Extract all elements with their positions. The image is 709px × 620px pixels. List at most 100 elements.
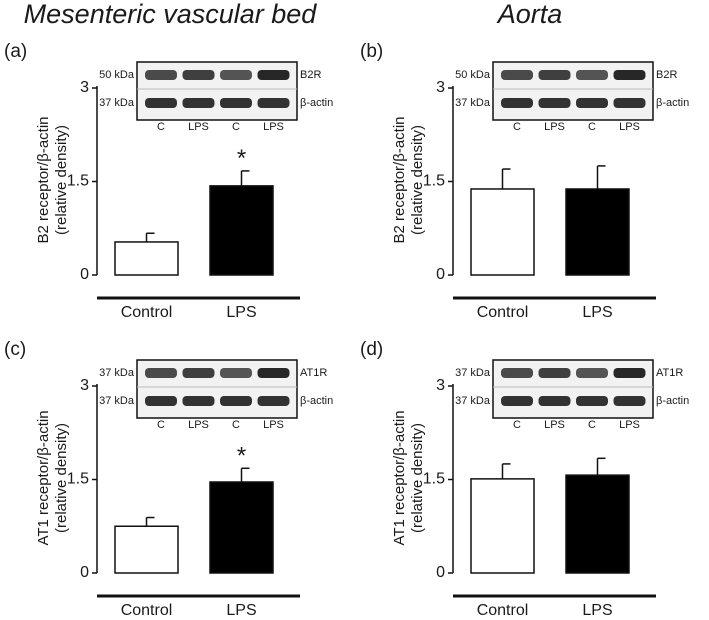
y-tick-label: 1.5 — [67, 173, 89, 190]
blot-band — [501, 396, 533, 406]
bar — [470, 478, 535, 574]
x-tick-label: Control — [121, 602, 173, 619]
blot-band — [182, 396, 215, 406]
blot-lane-label: C — [157, 419, 165, 431]
blot-band — [220, 70, 252, 80]
blot-band — [613, 98, 646, 108]
y-tick-label: 3 — [436, 79, 445, 96]
blot-band — [220, 396, 252, 406]
blot-row-label: β-actin — [656, 97, 689, 109]
blot-band — [613, 368, 646, 378]
blot-lane-label: LPS — [619, 419, 640, 431]
panel-label: (b) — [360, 41, 383, 62]
blot-band — [145, 98, 177, 108]
y-axis-label: AT1 receptor/β-actin — [391, 410, 408, 545]
blot-size-label: 50 kDa — [455, 69, 491, 81]
y-tick-label: 3 — [436, 377, 445, 394]
blot-band — [145, 368, 177, 378]
blot-lane-label: LPS — [619, 121, 640, 133]
blot-size-label: 37 kDa — [99, 395, 135, 407]
y-tick-label: 0 — [80, 266, 89, 283]
blot-size-label: 37 kDa — [99, 367, 135, 379]
blot-lane-label: C — [232, 419, 240, 431]
blot-band — [538, 396, 571, 406]
x-tick-label: Control — [477, 602, 529, 619]
blot-band — [576, 70, 608, 80]
significance-mark: * — [237, 443, 246, 470]
blot-band — [220, 368, 252, 378]
blot-lane-label: LPS — [544, 121, 565, 133]
blot-band — [145, 70, 177, 80]
blot-band — [613, 70, 646, 80]
blot-lane-label: LPS — [263, 419, 284, 431]
y-tick-label: 1.5 — [423, 173, 445, 190]
column-title: Mesenteric vascular bed — [24, 0, 318, 29]
blot-band — [257, 368, 290, 378]
column-title: Aorta — [496, 0, 563, 29]
y-axis-label: (relative density) — [53, 423, 70, 533]
blot-lane-label: C — [157, 121, 165, 133]
blot-band — [538, 98, 571, 108]
blot-lane-label: C — [513, 121, 521, 133]
x-tick-label: LPS — [582, 304, 612, 321]
blot-lane-label: LPS — [263, 121, 284, 133]
blot-band — [576, 98, 608, 108]
bar — [114, 241, 179, 276]
blot-size-label: 37 kDa — [455, 97, 491, 109]
panel-label: (c) — [4, 339, 26, 360]
y-tick-label: 3 — [80, 377, 89, 394]
blot-lane-label: LPS — [188, 121, 209, 133]
y-axis-label: (relative density) — [409, 125, 426, 235]
blot-lane-label: C — [588, 419, 596, 431]
x-tick-label: Control — [477, 304, 529, 321]
y-axis-label: (relative density) — [409, 423, 426, 533]
blot-row-label: β-actin — [300, 97, 333, 109]
bar — [209, 481, 274, 574]
blot-row-label: β-actin — [656, 395, 689, 407]
x-tick-label: LPS — [226, 602, 256, 619]
blot-lane-label: C — [232, 121, 240, 133]
panel-label: (a) — [4, 41, 27, 62]
blot-band — [220, 98, 252, 108]
blot-band — [576, 396, 608, 406]
y-tick-label: 0 — [436, 266, 445, 283]
blot-band — [145, 396, 177, 406]
blot-lane-label: C — [588, 121, 596, 133]
y-axis-label: AT1 receptor/β-actin — [35, 410, 52, 545]
blot-band — [501, 70, 533, 80]
blot-row-label: β-actin — [300, 395, 333, 407]
blot-lane-label: C — [513, 419, 521, 431]
blot-band — [501, 368, 533, 378]
x-tick-label: LPS — [582, 602, 612, 619]
y-tick-label: 0 — [436, 564, 445, 581]
blot-size-label: 37 kDa — [455, 395, 491, 407]
bar — [114, 525, 179, 574]
blot-size-label: 37 kDa — [99, 97, 135, 109]
blot-size-label: 37 kDa — [455, 367, 491, 379]
blot-band — [257, 98, 290, 108]
bar — [470, 188, 535, 276]
blot-band — [538, 70, 571, 80]
y-axis-label: B2 receptor/β-actin — [35, 116, 52, 243]
blot-band — [613, 396, 646, 406]
blot-band — [182, 368, 215, 378]
x-tick-label: LPS — [226, 304, 256, 321]
bar — [209, 185, 274, 276]
blot-row-label: B2R — [656, 69, 677, 81]
blot-band — [538, 368, 571, 378]
blot-row-label: AT1R — [300, 367, 327, 379]
blot-lane-label: LPS — [188, 419, 209, 431]
y-tick-label: 1.5 — [423, 471, 445, 488]
significance-mark: * — [237, 145, 246, 172]
bar — [565, 188, 630, 276]
blot-band — [257, 396, 290, 406]
blot-size-label: 50 kDa — [99, 69, 135, 81]
bar — [565, 474, 630, 574]
blot-row-label: B2R — [300, 69, 321, 81]
blot-band — [182, 70, 215, 80]
blot-lane-label: LPS — [544, 419, 565, 431]
y-tick-label: 0 — [80, 564, 89, 581]
y-tick-label: 1.5 — [67, 471, 89, 488]
blot-band — [576, 368, 608, 378]
